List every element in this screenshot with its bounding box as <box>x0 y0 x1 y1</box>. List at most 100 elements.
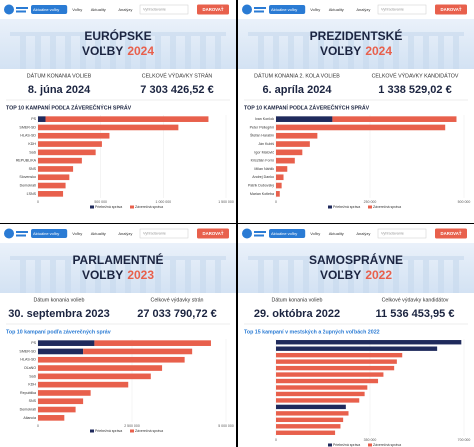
stat-label: Celkové výdavky kandidátov <box>382 297 449 303</box>
bar-segment <box>276 182 282 189</box>
nav-item[interactable]: Aktuálne voľby <box>33 7 59 12</box>
hero-title-word: VOĽBY <box>320 44 361 58</box>
nav-item[interactable]: Voľby <box>310 7 320 12</box>
legend-label: Záverečná správa <box>373 205 401 209</box>
bar-segment <box>38 373 151 380</box>
hero-building <box>10 32 226 36</box>
panel: Aktuálne voľby Voľby Aktuality Analýzy Vyhľa… <box>238 0 474 223</box>
panel: Aktuálne voľby Voľby Aktuality Analýzy Vyhľa… <box>238 224 474 447</box>
nav-item[interactable]: Analýzy <box>356 231 370 236</box>
x-tick-label: 5 000 000 <box>218 424 234 428</box>
x-tick-label: 0 <box>37 424 39 428</box>
bar-segment <box>38 390 91 396</box>
bar-segment <box>94 340 211 346</box>
category-label: SMER-SD <box>19 125 36 129</box>
stat-label: Celkové výdavky strán <box>151 297 204 303</box>
search-box[interactable] <box>377 228 427 239</box>
nav-item[interactable]: Aktuality <box>91 231 106 236</box>
hero-building <box>288 36 294 69</box>
nav-item[interactable]: Aktuálne voľby <box>271 231 297 236</box>
donate-button[interactable] <box>435 228 467 239</box>
nav-item[interactable]: Aktuality <box>329 231 344 236</box>
nav-tab-active <box>31 5 68 14</box>
panel: Aktuálne voľby Voľby Aktuality Analýzy Vyhľa… <box>0 0 236 223</box>
chart-title: TOP 10 KAMPANÍ PODĽA ZÁVEREČNÝCH SPRÁV <box>244 103 370 111</box>
hero-year: 2022 <box>365 268 392 282</box>
bar-segment <box>276 141 310 147</box>
donate-label[interactable]: DAROVAŤ <box>441 231 462 236</box>
legend-label: Priebežná správa <box>333 443 360 447</box>
hero-building <box>215 36 221 69</box>
hero-building <box>200 36 206 69</box>
hero-building <box>303 36 309 69</box>
bar-segment <box>276 378 379 384</box>
legend-label: Priebežná správa <box>333 205 360 209</box>
hero-title: EURÓPSKE <box>84 28 151 43</box>
donate-label[interactable]: DAROVAŤ <box>203 231 224 236</box>
hero-building <box>423 260 429 293</box>
hero-building <box>348 260 354 293</box>
donate-button[interactable] <box>197 4 229 15</box>
hero-building <box>95 36 101 69</box>
hero-building <box>453 260 459 293</box>
nav-item[interactable]: Aktuálne voľby <box>271 7 297 12</box>
donate-button[interactable] <box>435 4 467 15</box>
category-label: Andrej Danko <box>252 175 274 179</box>
hero-building <box>318 260 324 293</box>
stat-value: 11 536 453,95 € <box>376 308 455 320</box>
logo-text <box>254 7 266 9</box>
category-label: Demokrati <box>20 408 37 412</box>
nav-item[interactable]: Voľby <box>72 7 82 12</box>
hero-building <box>248 256 464 260</box>
category-label: Ivan Korčok <box>255 117 274 121</box>
bar-segment <box>276 132 318 139</box>
search-box[interactable] <box>139 228 189 239</box>
chart-title: Top 15 kampaní v mestských a župných voľ… <box>244 329 380 335</box>
nav-item[interactable]: Aktuálne voľby <box>33 231 59 236</box>
search-placeholder: Vyhľadávanie <box>143 8 166 12</box>
logo-text <box>254 234 264 237</box>
hero-year: 2024 <box>127 44 154 58</box>
donate-label[interactable]: DAROVAŤ <box>203 7 224 12</box>
x-tick-label: 500 000 <box>94 200 107 204</box>
nav-item[interactable]: Aktuality <box>91 7 106 12</box>
category-label: KDH <box>28 383 36 387</box>
category-label: REPUBLIKA <box>16 159 37 163</box>
stat-value: 7 303 426,52 € <box>140 84 213 96</box>
bar-segment <box>38 149 96 156</box>
hero-building <box>453 36 459 69</box>
legend-swatch <box>130 205 134 209</box>
search-box[interactable] <box>139 4 189 15</box>
nav-item[interactable]: Analýzy <box>356 7 370 12</box>
hero-building <box>423 36 429 69</box>
nav-item[interactable]: Analýzy <box>118 231 132 236</box>
hero-building <box>333 36 339 69</box>
bar-segment <box>276 404 346 410</box>
nav-tab-active <box>269 5 306 14</box>
category-label: SaS <box>29 374 36 378</box>
hero-building <box>110 36 116 69</box>
logo <box>242 228 252 239</box>
nav-item[interactable]: Voľby <box>310 231 320 236</box>
hero-title: VOĽBY 2024 <box>320 44 392 58</box>
logo-text <box>254 231 266 233</box>
legend-swatch <box>368 205 372 209</box>
logo <box>242 4 252 15</box>
donate-button[interactable] <box>197 228 229 239</box>
nav-item[interactable]: Analýzy <box>118 7 132 12</box>
bar-segment <box>38 157 82 164</box>
hero-building <box>50 36 56 69</box>
donate-label[interactable]: DAROVAŤ <box>441 7 462 12</box>
nav-item[interactable]: Aktuality <box>329 7 344 12</box>
search-box[interactable] <box>377 4 427 15</box>
bar-segment <box>38 141 102 147</box>
bar-segment <box>276 430 336 435</box>
category-label: Demokrati <box>20 184 37 188</box>
nav-item[interactable]: Voľby <box>72 231 82 236</box>
bar-segment <box>276 166 288 172</box>
bar-segment <box>38 406 76 413</box>
nav-tab-active <box>31 229 68 238</box>
category-label: PS <box>31 117 36 121</box>
logo-text <box>16 231 28 233</box>
hero-building <box>258 36 264 69</box>
